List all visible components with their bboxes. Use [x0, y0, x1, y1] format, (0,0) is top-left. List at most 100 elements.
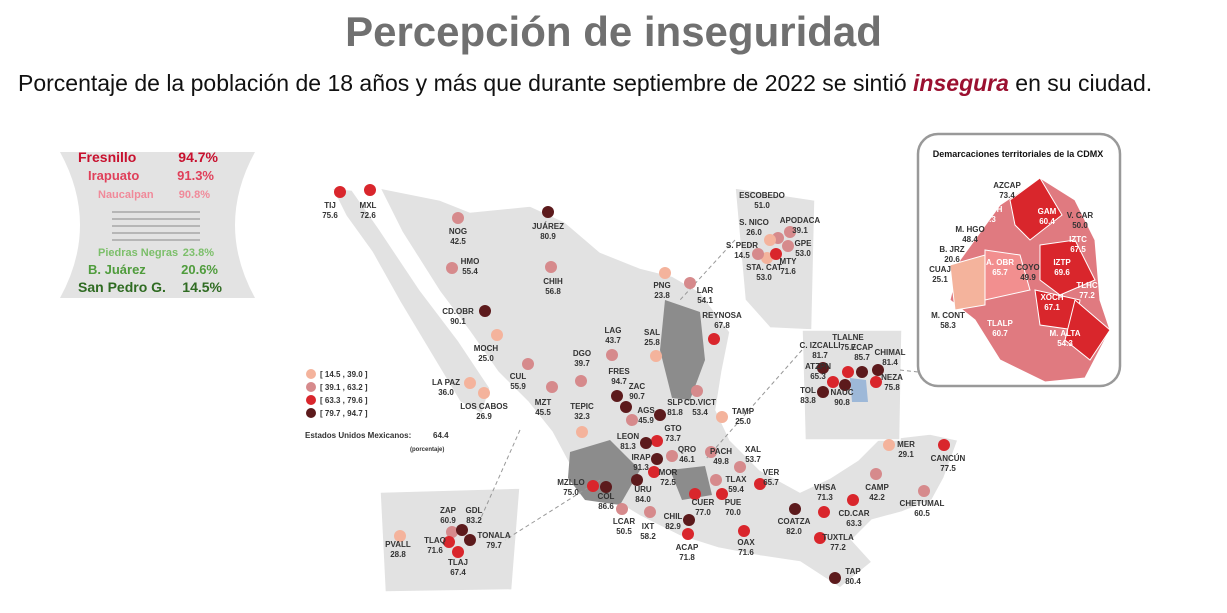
city-name: C. IZCALLI [800, 341, 841, 350]
city-marker [654, 409, 666, 421]
rank-name: San Pedro G. [78, 279, 166, 295]
city-name: OAX [737, 538, 755, 547]
subtitle-text: Porcentaje de la población de 18 años y … [18, 70, 914, 96]
city-marker [847, 494, 859, 506]
title: Percepción de inseguridad [345, 8, 882, 55]
legend-label: [ 39.1 , 63.2 ] [320, 383, 368, 392]
subtitle-emphasis: insegura [913, 70, 1009, 96]
city-name: TAMP [732, 407, 755, 416]
city-value: 82.0 [786, 527, 802, 536]
city-marker [814, 532, 826, 544]
city-marker [648, 466, 660, 478]
city-name: TEPIC [570, 402, 594, 411]
city-marker [708, 333, 720, 345]
city-name: STA. CAT [746, 263, 782, 272]
borough-name: TLALP [987, 319, 1013, 328]
city-marker [546, 381, 558, 393]
city-name: JUÁREZ [532, 222, 564, 231]
city-marker [446, 526, 458, 538]
city-value: 55.4 [462, 267, 478, 276]
borough-value: 67.5 [1070, 245, 1086, 254]
borough-name: IZTC [1069, 235, 1087, 244]
city-marker [522, 358, 534, 370]
city-name: MER [897, 440, 915, 449]
borough-name: M. ALTA [1050, 329, 1081, 338]
subtitle: Porcentaje de la población de 18 años y … [18, 68, 1218, 99]
rank-value: 90.8% [179, 189, 210, 201]
city-name: PVALL [385, 540, 411, 549]
city-value: 83.2 [466, 516, 482, 525]
city-marker [479, 305, 491, 317]
city-name: TLALNE [832, 333, 864, 342]
borough-value: 65.7 [992, 268, 1008, 277]
city-marker [734, 461, 746, 473]
city-name: TLAQ [424, 536, 446, 545]
national-unit: (porcentaje) [410, 447, 444, 453]
city-value: 71.8 [679, 553, 695, 562]
city-value: 94.7 [611, 377, 627, 386]
city-value: 77.2 [830, 543, 846, 552]
city-value: 65.3 [810, 372, 826, 381]
city-value: 67.8 [714, 321, 730, 330]
city-name: TLAX [726, 475, 748, 484]
city-name: PNG [653, 281, 670, 290]
city-marker [611, 390, 623, 402]
city-value: 45.9 [638, 416, 654, 425]
city-marker [738, 525, 750, 537]
national-label: Estados Unidos Mexicanos: [305, 431, 411, 440]
city-marker [684, 277, 696, 289]
city-marker [587, 480, 599, 492]
city-value: 54.1 [697, 296, 713, 305]
borough-value: 60.7 [992, 329, 1008, 338]
city-value: 14.5 [734, 251, 750, 260]
borough-value: 58.3 [940, 321, 956, 330]
city-value: 25.8 [644, 338, 660, 347]
city-name: ATZPN [805, 362, 831, 371]
city-marker [606, 349, 618, 361]
city-value: 46.1 [679, 455, 695, 464]
city-value: 86.6 [598, 502, 614, 511]
legend-swatch [306, 382, 316, 392]
rank-name: B. Juárez [88, 262, 146, 277]
city-value: 90.7 [629, 392, 645, 401]
city-marker [827, 376, 839, 388]
city-name: LEON [617, 432, 639, 441]
city-marker [918, 485, 930, 497]
city-value: 80.9 [540, 232, 556, 241]
city-marker [883, 439, 895, 451]
cdmx-map [949, 177, 1111, 383]
city-name: LA PAZ [432, 378, 460, 387]
city-value: 90.8 [834, 398, 850, 407]
city-name: HMO [461, 257, 480, 266]
city-marker [464, 534, 476, 546]
city-name: CHETUMAL [900, 499, 945, 508]
city-value: 81.8 [667, 408, 683, 417]
city-marker [443, 536, 455, 548]
city-value: 49.8 [713, 457, 729, 466]
city-marker [842, 366, 854, 378]
city-value: 39.7 [574, 359, 590, 368]
borough-value: 20.6 [944, 255, 960, 264]
legend-label: [ 79.7 , 94.7 ] [320, 409, 368, 418]
ranking-separators [112, 211, 200, 241]
city-marker [456, 524, 468, 536]
borough-name: COYO [1016, 263, 1040, 272]
city-name: GPE [795, 239, 813, 248]
city-name: SLP [667, 398, 683, 407]
city-name: CAMP [865, 483, 889, 492]
city-marker [620, 401, 632, 413]
city-value: 43.7 [605, 336, 621, 345]
city-name: CD.OBR [442, 307, 474, 316]
city-name: CANCÚN [931, 454, 966, 463]
city-name: QRO [678, 445, 696, 454]
city-name: MZT [535, 398, 552, 407]
city-value: 82.9 [665, 522, 681, 531]
city-marker [631, 474, 643, 486]
city-name: AGS [637, 406, 655, 415]
city-name: DGO [573, 349, 591, 358]
city-value: 55.9 [510, 382, 526, 391]
city-value: 26.0 [746, 228, 762, 237]
city-value: 77.5 [940, 464, 956, 473]
city-value: 85.7 [854, 353, 870, 362]
